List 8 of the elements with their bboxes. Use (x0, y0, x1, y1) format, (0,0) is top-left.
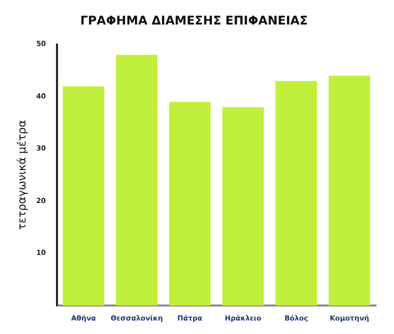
bar (62, 86, 104, 306)
bar (328, 76, 370, 306)
bar (275, 80, 317, 306)
bar (169, 102, 211, 306)
y-axis-title: τετραγωνικά μέτρα (15, 120, 28, 230)
chart-title: ΓΡΑΦΗΜΑ ΔΙΑΜΕΣΗΣ ΕΠΙΦΑΝΕΙΑΣ (80, 13, 308, 28)
bar (222, 107, 264, 306)
bar (116, 54, 158, 306)
